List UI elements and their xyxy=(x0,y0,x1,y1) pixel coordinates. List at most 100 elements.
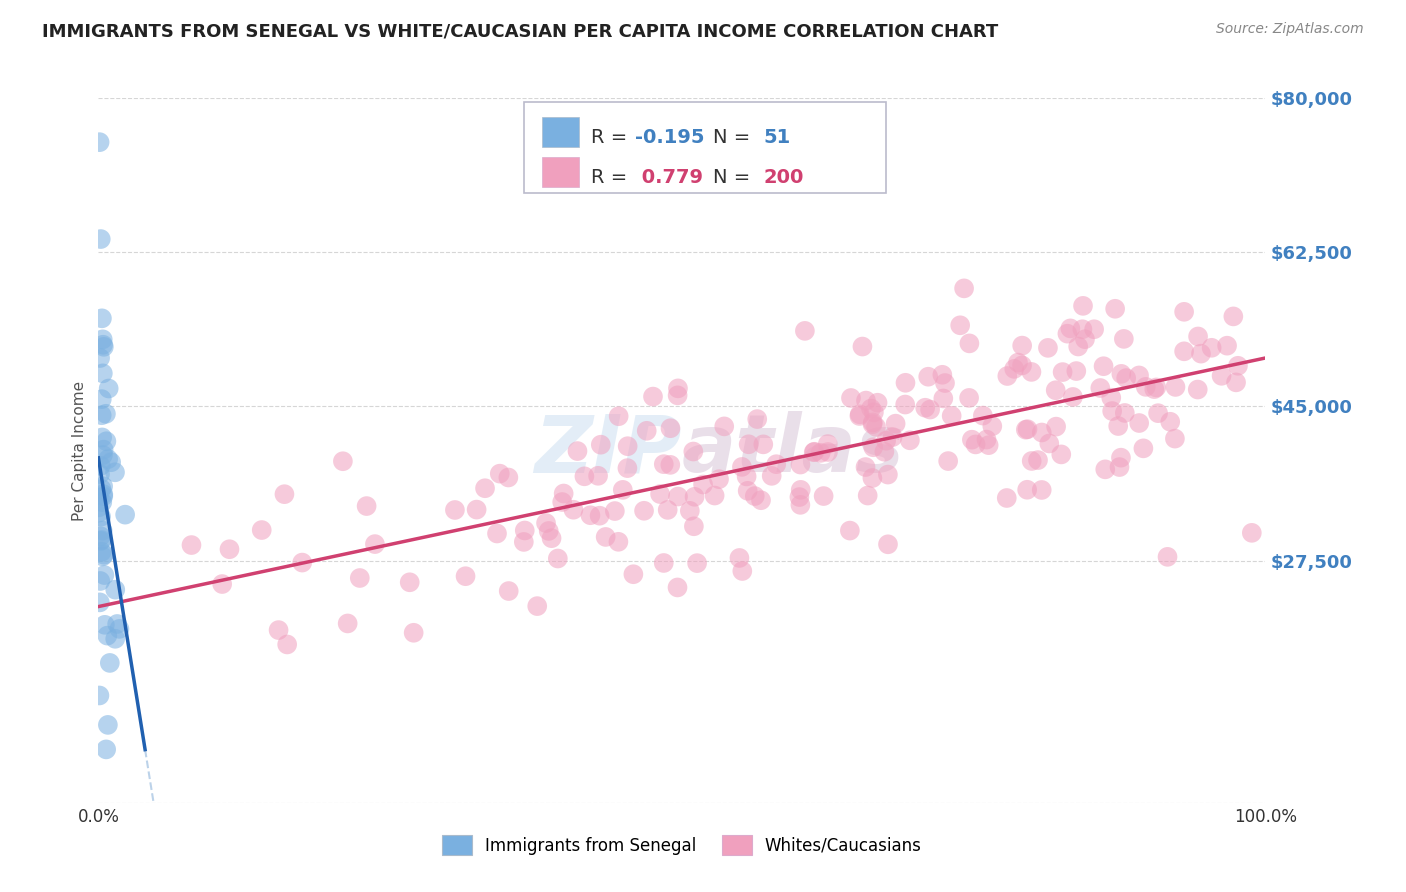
Point xyxy=(267,623,290,637)
Point xyxy=(1059,321,1081,335)
Point xyxy=(89,467,111,481)
Point xyxy=(862,416,884,430)
Point xyxy=(91,448,114,462)
Point xyxy=(1074,332,1097,346)
Point xyxy=(1211,368,1233,383)
Point xyxy=(686,556,709,570)
Point xyxy=(659,458,682,472)
Point xyxy=(898,434,921,448)
Point xyxy=(1111,367,1133,381)
Point xyxy=(526,599,548,613)
Text: -0.195: -0.195 xyxy=(636,128,704,147)
Point xyxy=(749,493,772,508)
Point xyxy=(91,332,114,346)
Point xyxy=(1101,404,1123,418)
FancyBboxPatch shape xyxy=(541,157,579,186)
Point xyxy=(595,530,617,544)
Point xyxy=(1226,359,1249,373)
Point xyxy=(1108,460,1130,475)
Point xyxy=(1173,344,1195,359)
Point xyxy=(586,468,609,483)
Point xyxy=(104,465,127,479)
Point xyxy=(108,622,131,636)
Point xyxy=(540,531,562,545)
Point xyxy=(1159,415,1181,429)
Point xyxy=(976,433,998,447)
Point xyxy=(97,718,120,732)
Point xyxy=(91,489,114,503)
Point xyxy=(579,508,602,523)
Point xyxy=(90,545,112,559)
Point xyxy=(703,489,725,503)
Point xyxy=(862,440,884,454)
Point xyxy=(860,471,883,485)
Point xyxy=(863,405,886,419)
Point xyxy=(1011,359,1033,373)
Point xyxy=(972,409,994,423)
Point xyxy=(91,430,114,444)
Point xyxy=(803,444,825,458)
Point xyxy=(485,526,508,541)
Point xyxy=(91,479,114,493)
Point xyxy=(89,595,111,609)
Point xyxy=(90,232,112,246)
Point xyxy=(607,534,630,549)
Point xyxy=(862,417,884,432)
Point xyxy=(1164,432,1187,446)
Point xyxy=(96,742,118,756)
Point xyxy=(1062,390,1084,404)
Text: 51: 51 xyxy=(763,128,790,147)
Point xyxy=(1240,525,1263,540)
Point xyxy=(1031,425,1053,440)
Point xyxy=(873,444,896,458)
Point xyxy=(336,616,359,631)
Point xyxy=(87,506,110,520)
Text: ZIP: ZIP xyxy=(534,411,682,490)
Point xyxy=(977,438,1000,452)
Point xyxy=(810,446,832,460)
Point xyxy=(932,392,955,406)
Point xyxy=(839,391,862,405)
Text: Source: ZipAtlas.com: Source: ZipAtlas.com xyxy=(1216,22,1364,37)
FancyBboxPatch shape xyxy=(541,117,579,147)
Point xyxy=(731,564,754,578)
Point xyxy=(752,437,775,451)
Point xyxy=(474,481,496,495)
Point xyxy=(953,281,976,295)
Point xyxy=(612,483,634,497)
Point xyxy=(917,369,939,384)
Point xyxy=(657,503,679,517)
Point xyxy=(1036,341,1059,355)
Point xyxy=(94,407,117,421)
Point xyxy=(666,381,689,395)
Point xyxy=(931,368,953,382)
Point xyxy=(855,393,877,408)
Point xyxy=(1045,419,1067,434)
Point xyxy=(761,468,783,483)
Point xyxy=(454,569,477,583)
Point xyxy=(97,452,120,467)
Point xyxy=(838,524,860,538)
Point xyxy=(995,491,1018,505)
Point xyxy=(104,582,127,597)
Point xyxy=(1132,442,1154,456)
Point xyxy=(641,390,664,404)
Point xyxy=(894,398,917,412)
Point xyxy=(616,461,638,475)
Point xyxy=(1056,326,1078,341)
Point xyxy=(936,454,959,468)
Point xyxy=(1109,450,1132,465)
Point xyxy=(87,500,110,515)
Point xyxy=(180,538,202,552)
Point xyxy=(211,577,233,591)
Point xyxy=(498,470,520,484)
Point xyxy=(1222,310,1244,324)
Point xyxy=(89,574,111,588)
Point xyxy=(621,567,644,582)
Text: 200: 200 xyxy=(763,168,804,186)
Point xyxy=(1107,419,1129,434)
Point xyxy=(534,516,557,530)
Point xyxy=(866,395,889,409)
Point xyxy=(765,457,787,471)
Point xyxy=(91,524,114,538)
